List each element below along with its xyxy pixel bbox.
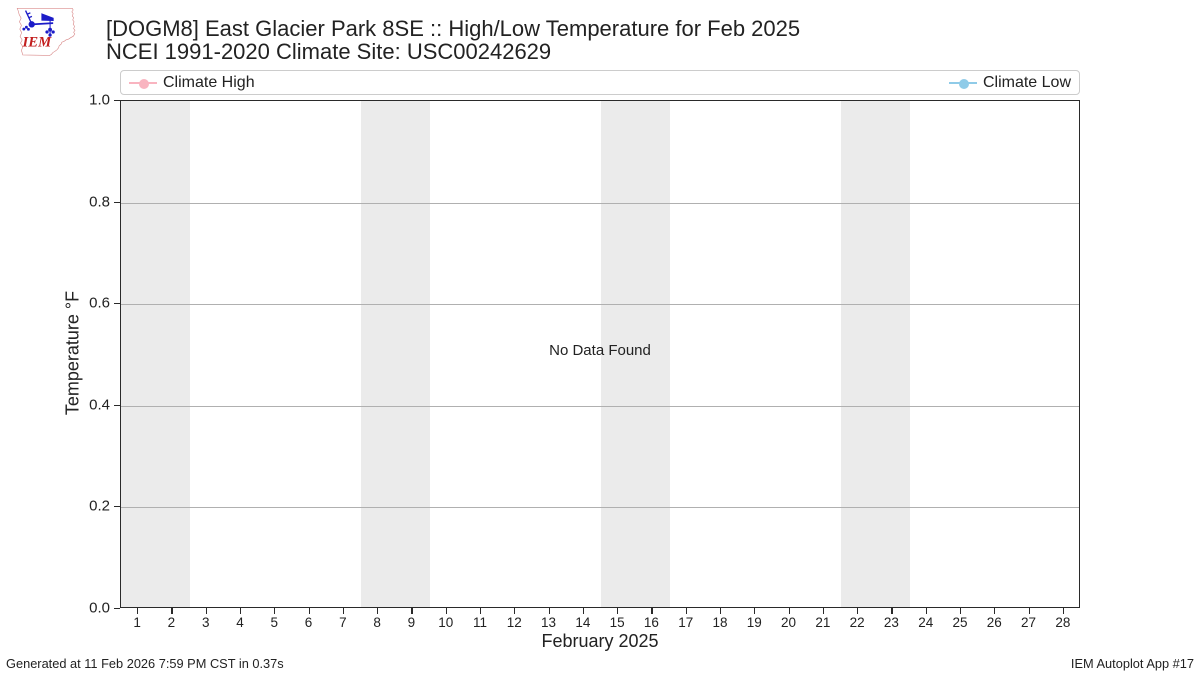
svg-text:IEM: IEM xyxy=(22,34,53,50)
